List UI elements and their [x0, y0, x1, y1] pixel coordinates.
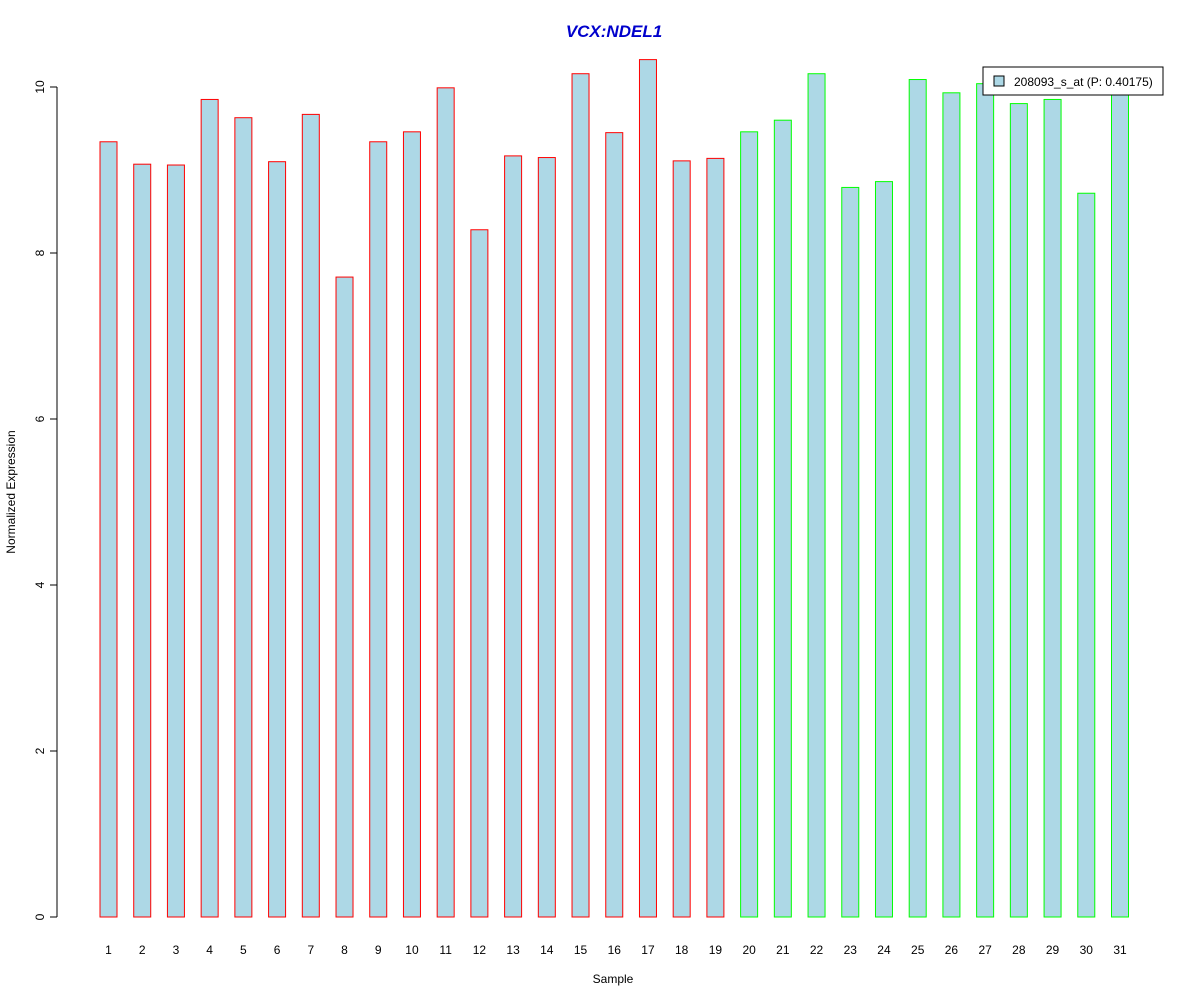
- x-axis-tick-label: 2: [139, 943, 146, 957]
- y-axis-tick-label: 10: [33, 80, 47, 94]
- x-axis-tick-label: 10: [405, 943, 419, 957]
- y-axis-tick-label: 0: [33, 913, 47, 920]
- bar-sample-6: [268, 161, 287, 918]
- x-axis-tick-label: 9: [375, 943, 382, 957]
- bar-sample-11: [436, 87, 455, 918]
- bar-sample-22: [807, 73, 826, 918]
- bar-sample-1: [99, 141, 118, 918]
- x-axis-tick-label: 27: [978, 943, 992, 957]
- x-axis-tick-label: 13: [506, 943, 520, 957]
- y-axis-label: Normalized Expression: [4, 430, 18, 553]
- x-axis-tick-label: 30: [1080, 943, 1094, 957]
- legend-swatch: [993, 75, 1005, 87]
- bar-sample-17: [638, 59, 657, 918]
- bar-sample-31: [1111, 90, 1129, 918]
- bar-sample-9: [369, 141, 388, 918]
- x-axis-tick-label: 11: [439, 943, 452, 957]
- y-axis-tick-label: 2: [33, 747, 47, 754]
- bar-sample-29: [1043, 98, 1062, 918]
- bar-sample-13: [504, 155, 523, 918]
- y-axis: 0 2 4 6 8 10: [33, 80, 58, 920]
- x-axis-tick-label: 20: [742, 943, 756, 957]
- bar-sample-12: [470, 229, 489, 918]
- x-axis-tick-label: 5: [240, 943, 247, 957]
- bar-sample-7: [301, 113, 320, 918]
- y-axis-tick-label: 6: [33, 415, 47, 422]
- x-axis-tick-label: 21: [776, 943, 790, 957]
- x-axis-tick-label: 3: [173, 943, 180, 957]
- bar-sample-15: [571, 73, 590, 918]
- x-axis-tick-label: 28: [1012, 943, 1026, 957]
- x-axis-tick-label: 25: [911, 943, 925, 957]
- x-axis-tick-label: 8: [341, 943, 348, 957]
- x-axis-tick-label: 24: [877, 943, 891, 957]
- legend-label: 208093_s_at (P: 0.40175): [1014, 75, 1153, 89]
- bar-sample-24: [874, 181, 893, 918]
- x-axis-label: Sample: [593, 972, 634, 986]
- x-axis-tick-label: 12: [473, 943, 487, 957]
- x-axis-tick-label: 7: [307, 943, 314, 957]
- bar-sample-14: [537, 157, 556, 918]
- bar-sample-20: [740, 131, 759, 918]
- bar-sample-16: [605, 132, 624, 918]
- x-axis-tick-label: 18: [675, 943, 689, 957]
- bar-sample-26: [942, 92, 961, 918]
- bar-sample-18: [672, 160, 691, 918]
- legend-box: [982, 66, 1164, 96]
- x-axis-tick-label: 6: [274, 943, 281, 957]
- x-axis-tick-label: 17: [641, 943, 655, 957]
- x-axis-tick-label: 26: [945, 943, 959, 957]
- x-axis-tick-label: 16: [608, 943, 622, 957]
- x-axis-tick-label: 14: [540, 943, 554, 957]
- y-axis-tick-label: 8: [33, 249, 47, 256]
- bar-sample-5: [234, 117, 253, 918]
- legend: 208093_s_at (P: 0.40175): [982, 66, 1164, 96]
- chart-title: VCX:NDEL1: [566, 22, 662, 41]
- bar-sample-3: [166, 164, 185, 918]
- x-axis-tick-label: 22: [810, 943, 824, 957]
- bar-sample-25: [908, 79, 927, 918]
- bar-sample-2: [133, 163, 152, 918]
- bar-sample-8: [335, 276, 354, 918]
- bars: [99, 59, 1129, 918]
- x-axis-tick-label: 4: [206, 943, 213, 957]
- bar-sample-23: [841, 186, 860, 918]
- x-axis-tick-label: 19: [709, 943, 723, 957]
- bar-sample-28: [1009, 103, 1028, 918]
- bar-sample-27: [976, 83, 995, 918]
- x-axis-tick-labels: 1 2 3 4 5 6 7 8 9 10 11 12 13 14 15 16 17 18 19 20 21 22 23 24 2…: [105, 943, 1127, 957]
- bar-sample-30: [1077, 192, 1096, 918]
- y-axis-tick-label: 4: [33, 581, 47, 588]
- bar-sample-21: [773, 119, 792, 918]
- bar-sample-4: [200, 98, 219, 918]
- x-axis-tick-label: 15: [574, 943, 588, 957]
- bar-sample-10: [402, 131, 421, 918]
- x-axis-tick-label: 23: [844, 943, 858, 957]
- x-axis-tick-label: 31: [1113, 943, 1127, 957]
- x-axis-tick-label: 1: [105, 943, 112, 957]
- x-axis-tick-label: 29: [1046, 943, 1060, 957]
- bar-sample-19: [706, 157, 725, 918]
